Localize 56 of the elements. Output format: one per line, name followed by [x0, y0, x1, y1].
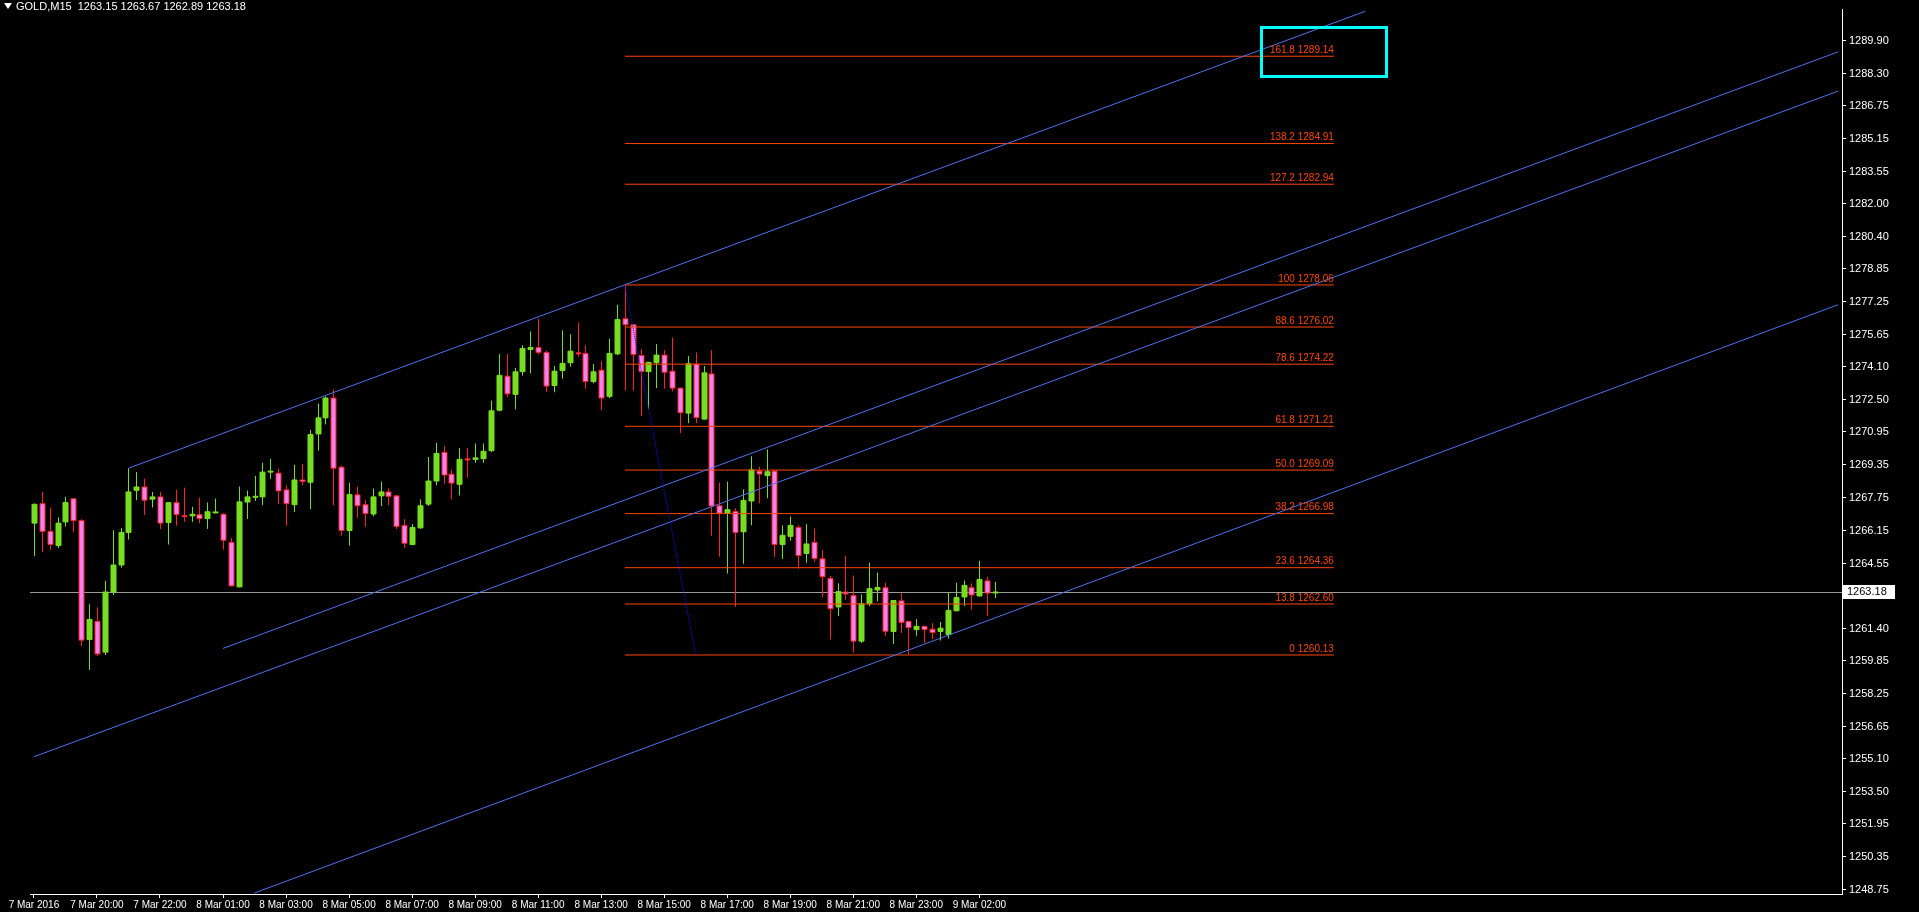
series-label: 161.8 1289.14	[1269, 44, 1335, 55]
series-label: 13.8 1262.60	[1275, 591, 1335, 603]
x-tick-label: 7 Mar 20:00	[70, 898, 125, 910]
y-tick-label: 1270.95	[1849, 424, 1889, 437]
x-tick-label: 8 Mar 03:00	[259, 898, 314, 910]
series-label: 38.2 1266.98	[1275, 501, 1335, 513]
ref-line-label: 1263.18	[1847, 585, 1887, 598]
x-tick-label: 8 Mar 21:00	[826, 898, 881, 910]
series-label: 50.0 1269.09	[1275, 457, 1335, 469]
x-tick-label: 8 Mar 07:00	[385, 898, 440, 910]
y-tick-label: 1288.30	[1849, 66, 1889, 79]
y-tick-label: 1250.35	[1849, 849, 1889, 862]
y-tick-label: 1255.10	[1849, 751, 1889, 764]
y-tick-label: 1286.75	[1849, 98, 1889, 111]
x-tick-label: 8 Mar 09:00	[448, 898, 503, 910]
x-tick-label: 8 Mar 23:00	[889, 898, 944, 910]
series-label: 127.2 1282.94	[1269, 171, 1335, 183]
y-tick-label: 1280.40	[1849, 229, 1889, 242]
x-tick-label: 8 Mar 19:00	[763, 898, 818, 910]
y-tick-label: 1251.95	[1849, 816, 1889, 829]
y-tick-label: 1285.15	[1849, 131, 1889, 144]
y-tick-label: 1266.15	[1849, 523, 1889, 536]
series-label: 138.2 1284.91	[1269, 131, 1335, 143]
x-tick-label: 9 Mar 02:00	[952, 898, 1007, 910]
y-tick-label: 1264.55	[1849, 556, 1889, 569]
y-tick-label: 1278.85	[1849, 261, 1889, 274]
x-tick-label: 8 Mar 05:00	[322, 898, 377, 910]
series-label: 100 1278.06	[1278, 272, 1335, 284]
y-tick-label: 1256.65	[1849, 719, 1889, 732]
y-tick-label: 1261.40	[1849, 621, 1889, 634]
x-tick-label: 8 Mar 15:00	[637, 898, 692, 910]
x-tick-label: 8 Mar 13:00	[574, 898, 629, 910]
chart-title: GOLD,M15 1263.15 1263.67 1262.89 1263.18	[16, 0, 246, 12]
x-tick-label: 8 Mar 01:00	[196, 898, 251, 910]
y-tick-label: 1267.75	[1849, 490, 1889, 503]
y-tick-label: 1253.50	[1849, 784, 1889, 797]
y-tick-label: 1248.75	[1849, 882, 1889, 895]
y-tick-label: 1274.10	[1849, 359, 1889, 372]
y-tick-label: 1259.85	[1849, 653, 1889, 666]
y-tick-label: 1275.65	[1849, 327, 1889, 340]
x-tick-label: 8 Mar 17:00	[700, 898, 755, 910]
series-label: 88.6 1276.02	[1275, 314, 1335, 326]
y-tick-label: 1283.55	[1849, 164, 1889, 177]
y-tick-label: 1282.00	[1849, 196, 1889, 209]
series-label: 61.8 1271.21	[1275, 414, 1335, 426]
series-label: 0 1260.13	[1289, 642, 1335, 654]
y-tick-label: 1269.35	[1849, 457, 1889, 470]
x-tick-label: 7 Mar 22:00	[133, 898, 188, 910]
y-tick-label: 1272.50	[1849, 392, 1889, 405]
series-label: 23.6 1264.36	[1275, 555, 1335, 567]
y-tick-label: 1277.25	[1849, 294, 1889, 307]
y-tick-label: 1258.25	[1849, 686, 1889, 699]
y-tick-label: 1289.90	[1849, 33, 1889, 46]
x-tick-label: 7 Mar 2016	[8, 898, 60, 910]
series-label: 78.6 1274.22	[1275, 351, 1335, 363]
x-tick-label: 8 Mar 11:00	[511, 898, 565, 910]
